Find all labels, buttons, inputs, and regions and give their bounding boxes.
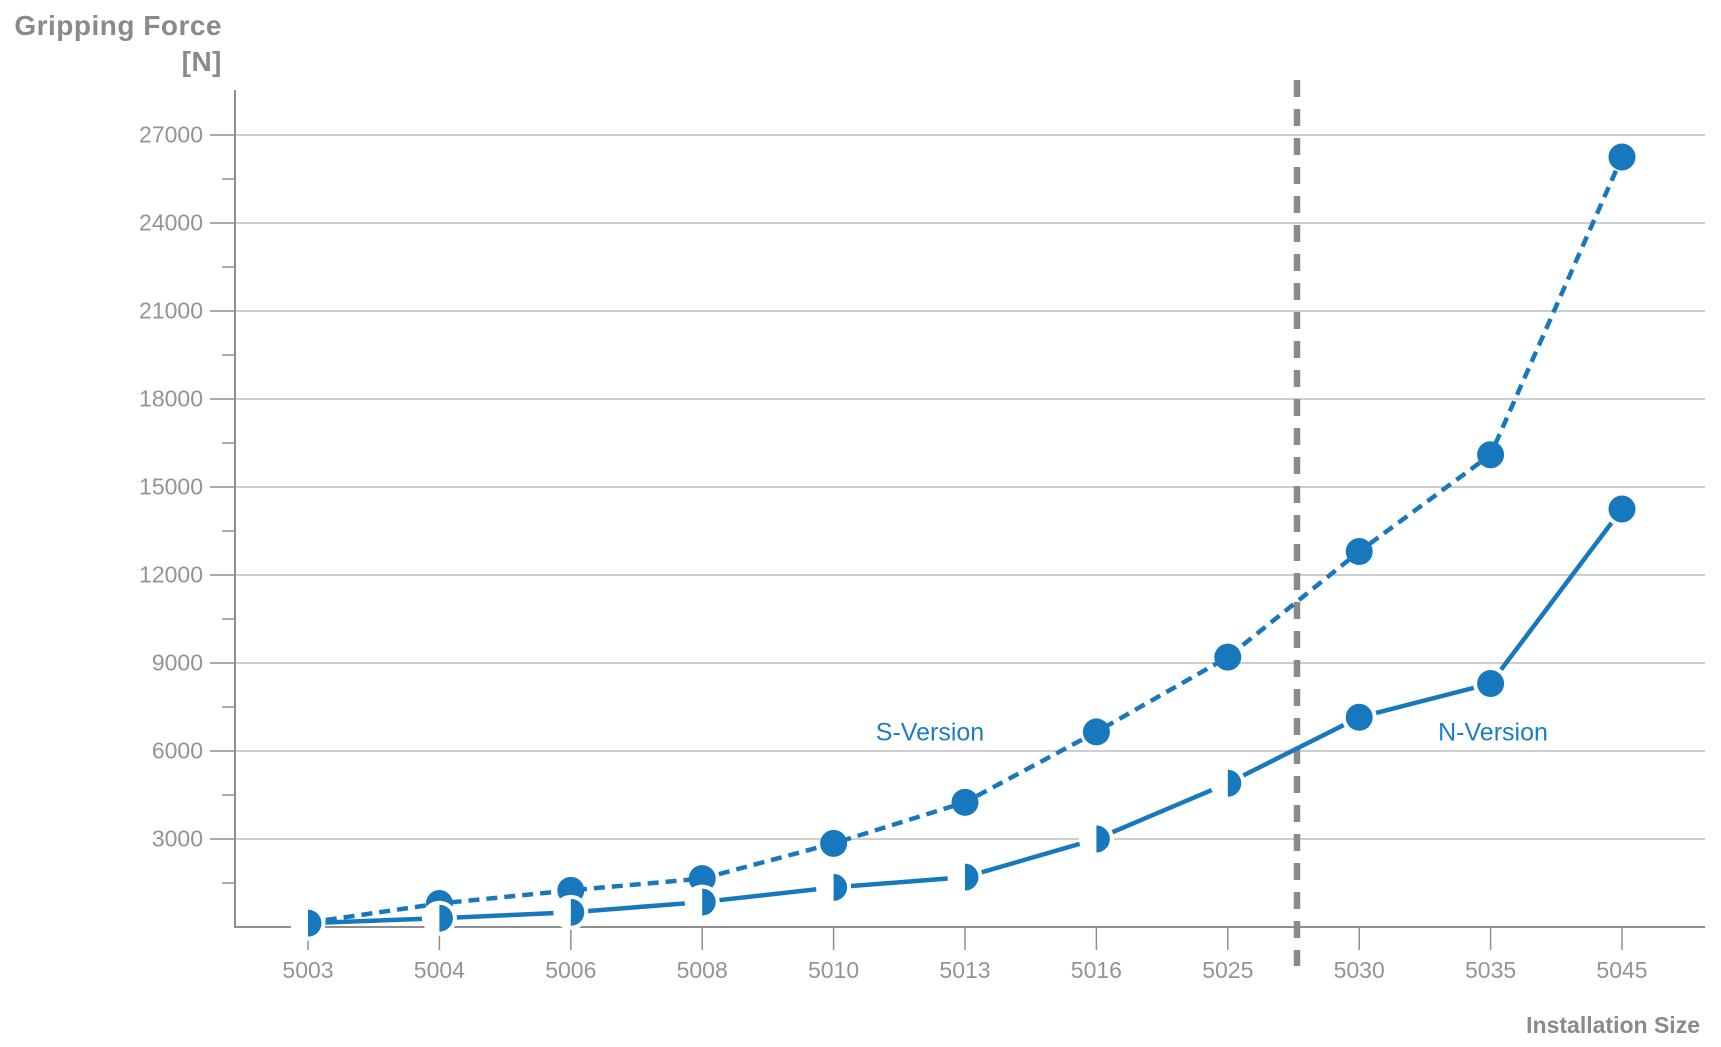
axes bbox=[234, 90, 1705, 950]
gridlines bbox=[210, 134, 1705, 884]
x-tick-label-5006: 5006 bbox=[545, 957, 597, 983]
s-version-point-5030 bbox=[1345, 538, 1373, 566]
x-tick-label-5010: 5010 bbox=[808, 957, 860, 983]
y-axis-title-line1: Gripping Force bbox=[14, 10, 222, 41]
x-tick-label-5013: 5013 bbox=[939, 957, 991, 983]
s-version-point-5013 bbox=[951, 788, 979, 816]
n-version-label: N-Version bbox=[1438, 718, 1548, 747]
x-axis-title: Installation Size bbox=[1526, 1012, 1700, 1038]
x-tick-label-5008: 5008 bbox=[676, 957, 728, 983]
s-version-point-5016 bbox=[1082, 718, 1110, 746]
s-version-point-5045 bbox=[1608, 143, 1636, 171]
x-tick-label-5030: 5030 bbox=[1333, 957, 1385, 983]
y-tick-label-21000: 21000 bbox=[139, 297, 203, 324]
y-tick-label-9000: 9000 bbox=[151, 649, 203, 676]
n-version-point-5035 bbox=[1477, 670, 1505, 698]
s-version-point-5035 bbox=[1477, 441, 1505, 469]
y-tick-label-12000: 12000 bbox=[139, 561, 203, 588]
x-tick-label-5045: 5045 bbox=[1596, 957, 1648, 983]
s-version-label: S-Version bbox=[875, 718, 985, 747]
y-tick-label-24000: 24000 bbox=[139, 209, 203, 236]
n-version-point-5045 bbox=[1608, 495, 1636, 523]
x-tick-label-5025: 5025 bbox=[1202, 957, 1254, 983]
y-axis-title-line2: [N] bbox=[181, 46, 222, 77]
y-tick-label-6000: 6000 bbox=[151, 737, 203, 764]
n-version-point-5030 bbox=[1345, 703, 1373, 731]
s-version-point-5025 bbox=[1214, 643, 1242, 671]
s-version-point-5008 bbox=[688, 865, 716, 893]
x-tick-label-5016: 5016 bbox=[1070, 957, 1122, 983]
y-tick-label-27000: 27000 bbox=[139, 121, 203, 148]
x-tick-label-5035: 5035 bbox=[1465, 957, 1517, 983]
s-version-point-5010 bbox=[820, 829, 848, 857]
y-tick-label-3000: 3000 bbox=[151, 825, 203, 852]
x-tick-label-5004: 5004 bbox=[413, 957, 465, 983]
s-version-markers bbox=[294, 143, 1636, 937]
x-tick-label-5003: 5003 bbox=[282, 957, 334, 983]
n-version-markers bbox=[290, 491, 1640, 941]
y-axis-title: Gripping Force [N] bbox=[0, 8, 222, 80]
y-tick-label-15000: 15000 bbox=[139, 473, 203, 500]
y-tick-label-18000: 18000 bbox=[139, 385, 203, 412]
